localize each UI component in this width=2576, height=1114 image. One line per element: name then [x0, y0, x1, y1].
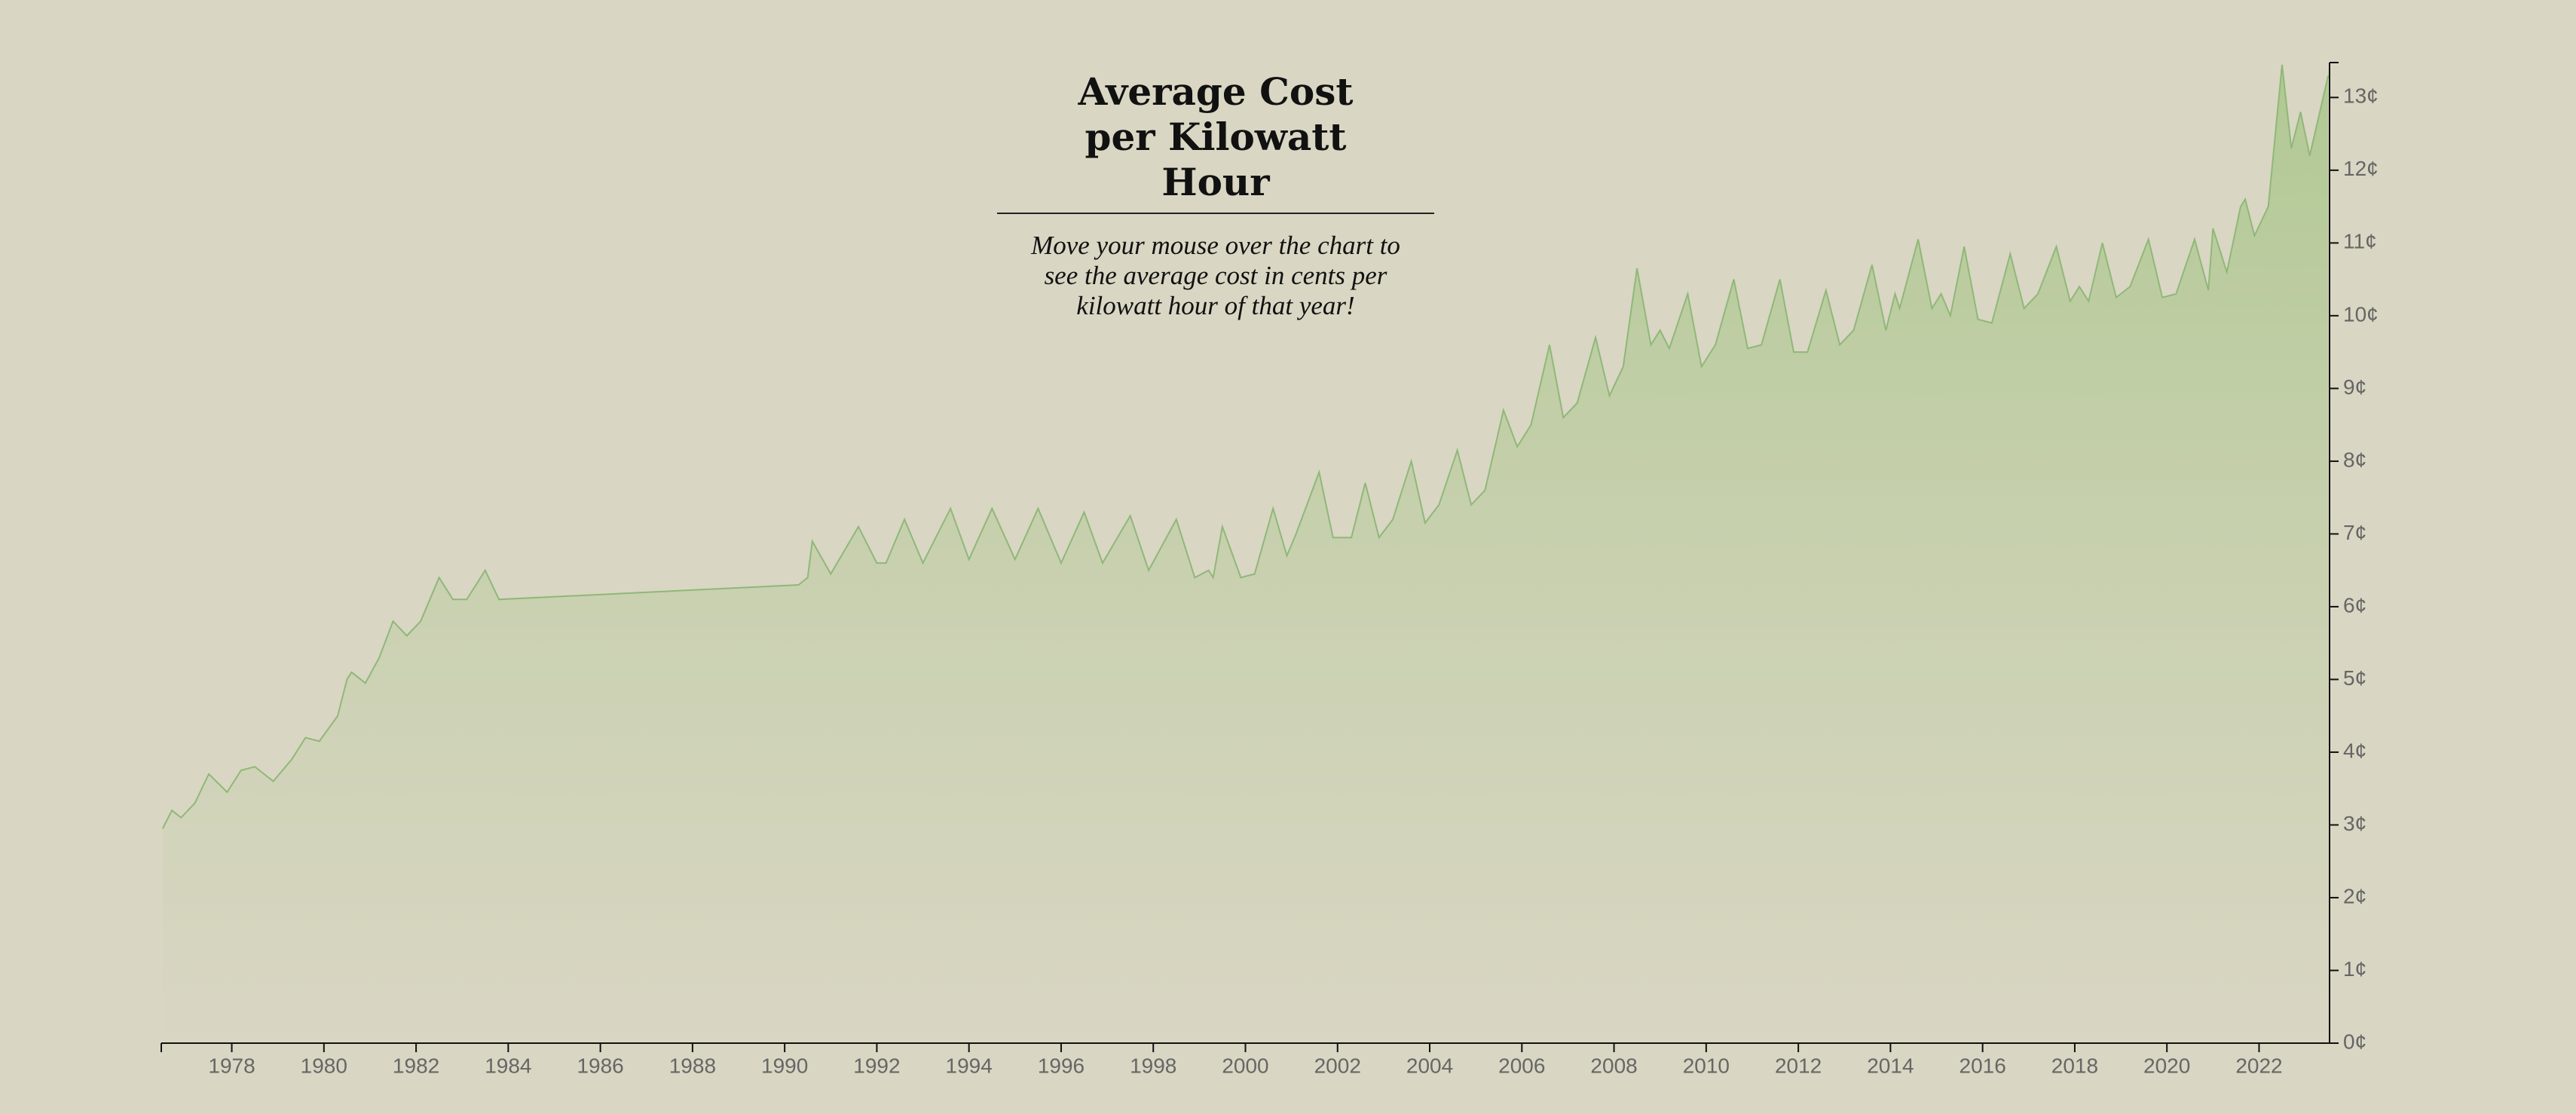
y-tick-label: 5¢ [2343, 666, 2366, 690]
x-tick-label: 1998 [1130, 1054, 1176, 1077]
header: Average Cost per Kilowatt Hour Move your… [997, 69, 1434, 321]
line [161, 64, 2330, 829]
area [162, 64, 2329, 1043]
x-tick-label: 2020 [2143, 1054, 2190, 1077]
x-tick-label: 1990 [761, 1054, 808, 1077]
y-tick-label: 12¢ [2343, 157, 2379, 180]
y-tick-label: 4¢ [2343, 739, 2366, 762]
y-tick-label: 3¢ [2343, 812, 2366, 835]
y-tick-label: 7¢ [2343, 521, 2366, 544]
chart-title: Average Cost per Kilowatt Hour [997, 69, 1434, 214]
x-tick-label: 1996 [1038, 1054, 1085, 1077]
y-tick-label: 1¢ [2343, 957, 2366, 981]
x-tick-label: 1978 [208, 1054, 255, 1077]
x-tick-label: 2014 [1867, 1054, 1914, 1077]
y-tick-label: 10¢ [2343, 302, 2379, 326]
x-tick-label: 2002 [1314, 1054, 1361, 1077]
x-tick-label: 1992 [853, 1054, 900, 1077]
x-tick-label: 2010 [1683, 1054, 1730, 1077]
x-tick-label: 2008 [1590, 1054, 1637, 1077]
y-tick-label: 0¢ [2343, 1030, 2366, 1053]
x-tick-label: 1982 [393, 1054, 439, 1077]
y-tick-label: 2¢ [2343, 884, 2366, 907]
x-tick-label: 2006 [1498, 1054, 1545, 1077]
x-tick-label: 2018 [2051, 1054, 2098, 1077]
y-tick-label: 13¢ [2343, 84, 2379, 108]
x-tick-label: 1986 [577, 1054, 623, 1077]
x-tick-label: 2016 [1960, 1054, 2006, 1077]
y-tick-label: 6¢ [2343, 593, 2366, 617]
x-tick-label: 1988 [669, 1054, 716, 1077]
chart-subtitle: Move your mouse over the chart to see th… [1031, 231, 1400, 320]
x-tick-label: 2004 [1406, 1054, 1453, 1077]
x-tick-label: 2022 [2235, 1054, 2282, 1077]
x-tick-label: 1984 [485, 1054, 531, 1077]
y-tick-label: 11¢ [2343, 230, 2377, 253]
x-tick-label: 2012 [1775, 1054, 1822, 1077]
x-tick-label: 1980 [301, 1054, 347, 1077]
y-tick-label: 9¢ [2343, 375, 2366, 399]
x-tick-label: 2000 [1222, 1054, 1268, 1077]
y-tick-label: 8¢ [2343, 448, 2366, 471]
x-tick-label: 1994 [946, 1054, 993, 1077]
